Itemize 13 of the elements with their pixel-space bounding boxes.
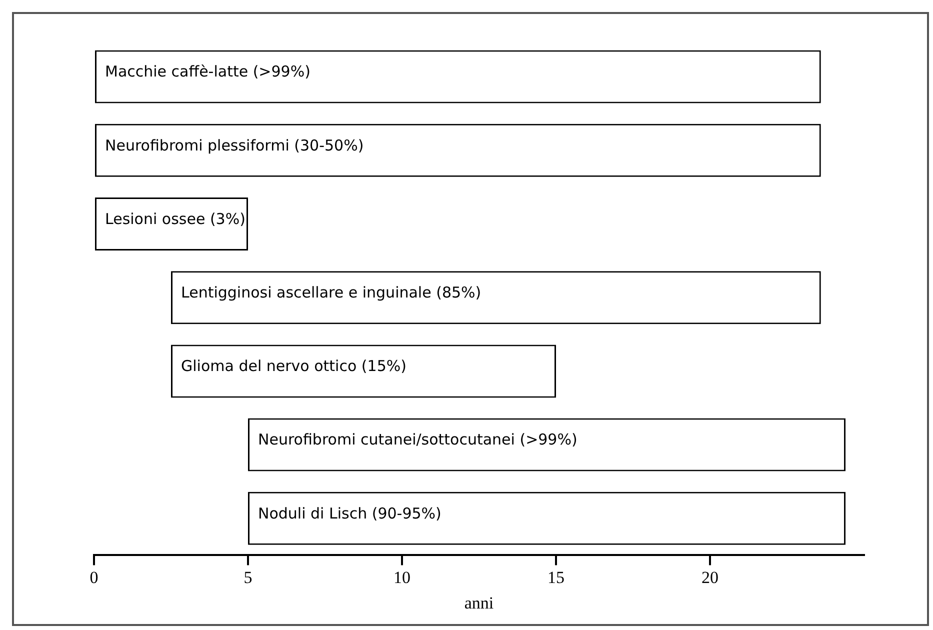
x-tick-label: 15 (548, 568, 564, 587)
x-tick-label: 10 (394, 568, 410, 587)
y-tick-label: Noduli di Lisch (90-95%) (258, 504, 442, 522)
y-tick-label: Lesioni ossee (3%) (105, 210, 246, 228)
y-tick-label: Macchie caffè-latte (>99%) (105, 62, 310, 81)
y-tick-label: Lentigginosi ascellare e inguinale (85%) (181, 283, 482, 302)
y-tick-label: Neurofibromi plessiformi (30-50%) (105, 136, 364, 154)
y-tick-label: Glioma del nervo ottico (15%) (181, 357, 406, 376)
x-tick-label: 20 (702, 568, 718, 587)
x-tick-label: 5 (244, 568, 252, 587)
y-tick-label: Neurofibromi cutanei/sottocutanei (>99%) (258, 430, 578, 449)
x-axis-title: anni (464, 593, 494, 612)
x-tick-label: 0 (90, 568, 98, 587)
